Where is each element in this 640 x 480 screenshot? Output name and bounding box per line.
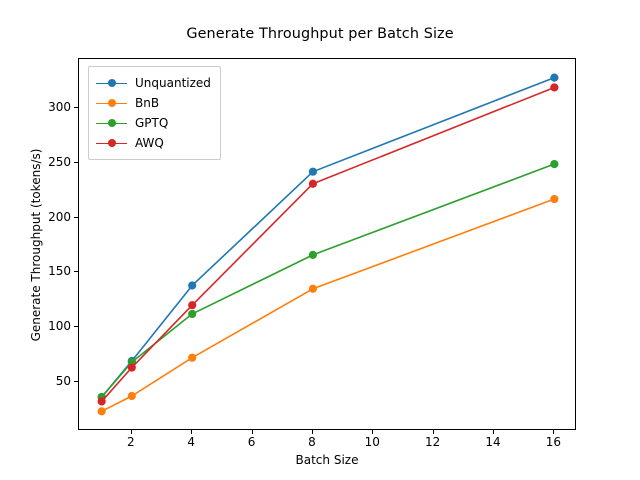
- y-tick-mark: [74, 326, 78, 328]
- y-tick-label: 200: [48, 209, 71, 224]
- legend-item-bnb[interactable]: BnB: [96, 93, 211, 113]
- series-line: [100, 198, 556, 413]
- x-axis-label: Batch Size: [295, 453, 359, 467]
- legend-dot-icon: [107, 79, 116, 88]
- x-tick-label: 6: [247, 435, 256, 449]
- y-tick-label: 250: [48, 154, 71, 169]
- data-point: [188, 353, 197, 362]
- legend-item-gptq[interactable]: GPTQ: [96, 113, 211, 133]
- data-point: [97, 397, 106, 406]
- legend-item-awq[interactable]: AWQ: [96, 133, 211, 153]
- data-point: [188, 309, 197, 319]
- data-point: [308, 167, 318, 176]
- x-tick-mark: [130, 430, 132, 434]
- data-point: [550, 194, 559, 204]
- legend-dot-icon: [107, 99, 116, 108]
- legend-marker-icon: [96, 76, 127, 90]
- y-tick-mark: [74, 380, 78, 382]
- x-tick-label: 8: [308, 435, 316, 449]
- data-point: [550, 83, 559, 92]
- legend-marker-icon: [96, 136, 127, 150]
- x-tick-label: 12: [424, 435, 441, 449]
- legend-label: Unquantized: [135, 76, 211, 90]
- legend-label: AWQ: [135, 136, 164, 150]
- legend-dot-icon: [107, 139, 116, 148]
- y-tick-label: 150: [48, 264, 71, 279]
- series-line: [100, 163, 556, 398]
- y-tick-mark: [74, 107, 78, 109]
- data-point: [550, 73, 559, 82]
- data-point: [188, 281, 197, 290]
- legend-dot-icon: [107, 119, 116, 128]
- y-tick-label: 50: [55, 373, 71, 388]
- data-point: [127, 391, 136, 401]
- legend-item-unquantized[interactable]: Unquantized: [96, 73, 211, 93]
- x-tick-label: 2: [126, 435, 135, 449]
- series-plot: [97, 73, 559, 416]
- x-tick-mark: [311, 430, 313, 434]
- x-tick-mark: [432, 430, 434, 434]
- x-tick-mark: [372, 430, 374, 434]
- x-tick-label: 10: [364, 435, 380, 449]
- x-tick-mark: [493, 430, 494, 434]
- data-point: [308, 250, 318, 259]
- x-tick-label: 4: [187, 435, 195, 449]
- data-point: [97, 407, 106, 416]
- data-point: [188, 301, 197, 310]
- legend-label: BnB: [135, 96, 160, 110]
- series-bnb: [97, 194, 559, 416]
- series-awq: [97, 83, 559, 406]
- chart-title: Generate Throughput per Batch Size: [186, 26, 454, 42]
- y-tick-mark: [74, 161, 78, 163]
- legend-label: GPTQ: [135, 116, 169, 130]
- x-tick-label: 16: [545, 435, 561, 449]
- y-tick-mark: [74, 216, 78, 218]
- x-tick-mark: [191, 430, 193, 434]
- legend-marker-icon: [96, 116, 127, 130]
- data-point: [308, 284, 318, 293]
- x-tick-label: 14: [485, 435, 501, 449]
- x-tick-mark: [553, 430, 555, 434]
- data-point: [550, 159, 559, 169]
- data-point: [127, 363, 136, 372]
- data-point: [308, 179, 318, 188]
- series-gptq: [97, 159, 559, 402]
- legend-marker-icon: [96, 96, 127, 110]
- y-tick-label: 300: [48, 100, 71, 115]
- y-tick-label: 100: [48, 319, 71, 334]
- chart-legend: Unquantized BnB GPTQ AWQ: [88, 66, 221, 160]
- x-tick-mark: [251, 430, 253, 434]
- y-tick-mark: [74, 271, 78, 273]
